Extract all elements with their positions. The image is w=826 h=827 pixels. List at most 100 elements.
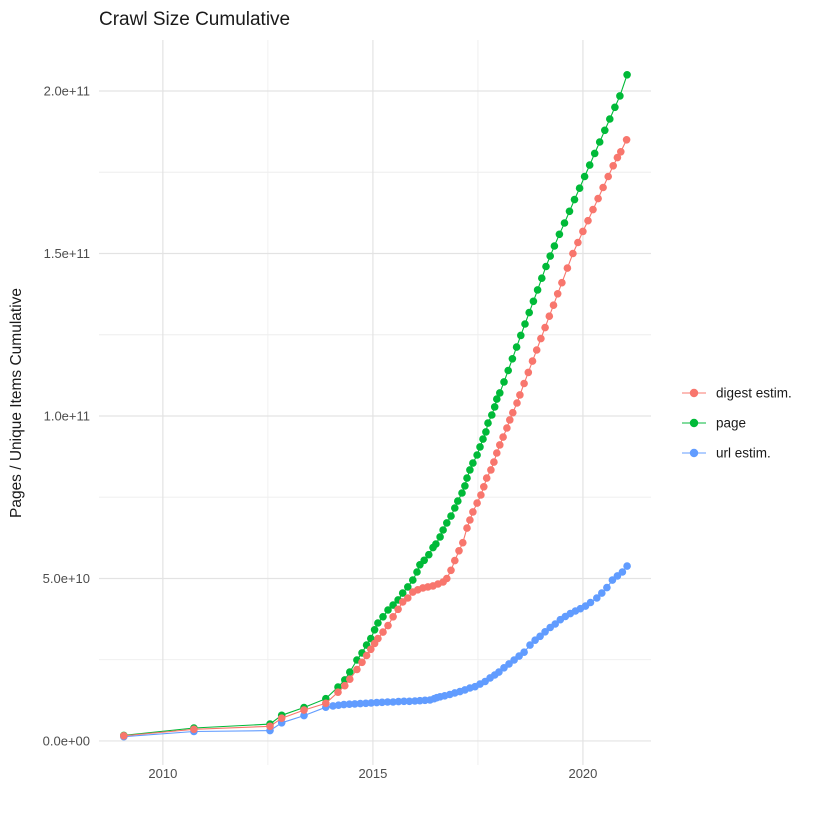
data-point — [508, 355, 517, 363]
data-point — [443, 574, 451, 583]
data-point — [579, 227, 587, 236]
data-point — [512, 343, 521, 351]
data-point — [580, 172, 589, 181]
x-tick-label: 2020 — [568, 766, 597, 781]
data-point — [458, 489, 466, 497]
data-point — [545, 312, 554, 321]
y-tick-label: 5.0e+10 — [43, 571, 90, 586]
data-point — [609, 162, 617, 170]
data-point — [353, 665, 361, 674]
data-point — [466, 516, 474, 524]
data-point — [469, 508, 477, 516]
data-point — [383, 698, 392, 706]
data-point — [374, 619, 382, 627]
data-point — [558, 278, 566, 287]
data-point — [379, 613, 387, 621]
series-layer — [120, 71, 631, 741]
data-point — [341, 681, 349, 690]
data-point — [617, 148, 625, 156]
data-point — [549, 301, 558, 310]
data-point — [550, 242, 559, 250]
data-point — [389, 601, 397, 609]
data-point — [409, 576, 417, 584]
x-tick-label: 2010 — [148, 766, 177, 781]
data-point — [447, 566, 455, 575]
data-point — [509, 408, 517, 417]
data-point — [362, 699, 370, 708]
data-point — [420, 556, 429, 565]
data-point — [528, 357, 537, 365]
data-point — [439, 526, 447, 534]
data-point — [454, 497, 462, 505]
data-point — [372, 698, 381, 707]
data-point — [537, 334, 545, 343]
x-tick-label: 2015 — [358, 766, 387, 781]
y-tick-label: 0.0e+00 — [43, 733, 90, 748]
data-point — [404, 583, 412, 591]
data-point — [603, 583, 611, 592]
data-point — [570, 195, 579, 204]
data-point — [480, 483, 488, 491]
legend-entry-page: page — [682, 416, 746, 431]
data-point — [463, 474, 471, 482]
data-point — [520, 379, 528, 388]
data-point — [551, 620, 559, 628]
data-point — [490, 458, 498, 466]
data-point — [541, 628, 549, 636]
data-point — [266, 722, 274, 731]
data-point — [533, 286, 542, 294]
data-point — [604, 172, 612, 181]
data-point — [405, 697, 414, 706]
data-point — [616, 92, 624, 100]
data-point — [362, 651, 371, 660]
data-point — [459, 538, 467, 547]
data-point — [482, 474, 491, 482]
data-point — [400, 697, 408, 706]
data-point — [575, 184, 584, 192]
data-point — [379, 628, 387, 636]
data-point — [529, 297, 538, 306]
data-point — [490, 403, 499, 411]
data-point — [484, 419, 492, 427]
data-point — [541, 323, 549, 332]
data-point — [495, 668, 503, 676]
y-tick-label: 1.5e+11 — [44, 246, 90, 261]
data-point — [384, 621, 392, 630]
data-point — [277, 714, 286, 722]
data-point — [565, 207, 574, 216]
data-point — [513, 399, 521, 407]
series-digest-estim- — [120, 136, 631, 740]
data-point — [346, 675, 354, 683]
data-point — [451, 504, 459, 512]
data-point — [608, 576, 617, 584]
data-point — [496, 441, 504, 449]
data-point — [398, 589, 407, 597]
data-point — [532, 346, 541, 354]
data-point — [506, 416, 514, 424]
data-point — [599, 183, 607, 192]
data-point — [503, 424, 511, 432]
data-point — [389, 613, 397, 621]
data-point — [190, 725, 198, 734]
data-point — [563, 264, 572, 272]
data-point — [367, 645, 375, 654]
data-point — [538, 274, 546, 283]
data-point — [425, 550, 433, 559]
data-point — [346, 668, 354, 676]
data-point — [598, 589, 606, 597]
data-point — [334, 683, 342, 691]
data-point — [451, 556, 459, 565]
data-point — [389, 698, 397, 706]
legend: digest estim. page url estim. — [682, 386, 792, 461]
data-point — [443, 519, 451, 527]
data-point — [356, 699, 365, 708]
series-url-estim- — [120, 562, 631, 741]
data-point — [546, 252, 554, 260]
data-point — [351, 700, 359, 708]
data-point — [496, 389, 504, 397]
data-point — [384, 606, 392, 614]
data-point — [493, 395, 501, 403]
data-point — [322, 699, 330, 708]
data-point — [479, 435, 487, 443]
